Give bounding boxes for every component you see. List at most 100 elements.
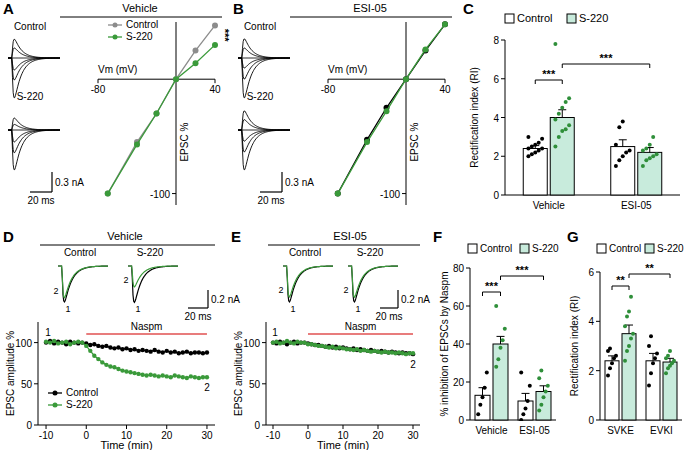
y-tick <box>501 78 505 79</box>
trace <box>348 266 398 302</box>
data-point <box>528 384 532 388</box>
y-tick-label: 20 <box>453 377 465 388</box>
trace <box>348 266 398 297</box>
error-bar-stem <box>562 110 563 118</box>
data-point <box>668 349 672 353</box>
point <box>156 374 160 378</box>
data-point <box>524 407 528 411</box>
legend-marker <box>53 391 58 396</box>
trace <box>238 130 290 170</box>
point <box>156 349 160 353</box>
error-bar-stem <box>622 140 623 147</box>
point <box>201 351 205 355</box>
legend-swatch <box>567 14 576 23</box>
data-point <box>546 384 550 388</box>
title-underline <box>60 17 222 18</box>
legend-entry: Control <box>468 243 512 254</box>
significance: *** <box>516 264 530 276</box>
plot-area <box>335 21 448 196</box>
significance-bracket <box>629 274 670 278</box>
data-point <box>631 332 635 336</box>
scale-bar <box>260 172 282 192</box>
point <box>152 373 156 377</box>
error-bar-cap <box>522 393 530 394</box>
drug-bar <box>86 333 207 335</box>
x-axis-label: Time (min) <box>100 439 152 450</box>
y-tick-label: 50 <box>249 379 261 390</box>
data-point <box>608 366 612 370</box>
y-tick-label: 6 <box>588 267 594 278</box>
scale-bar-label: 0.3 nA <box>55 177 84 188</box>
data-point <box>540 147 544 151</box>
plot-area <box>271 339 415 357</box>
series-line <box>46 341 207 378</box>
data-point <box>653 356 657 360</box>
bar <box>536 392 551 421</box>
y-tick-label: 80 <box>453 263 465 274</box>
point <box>72 340 76 344</box>
panel-title: ESI-05 <box>353 2 387 14</box>
data-point <box>526 154 530 158</box>
trace <box>283 266 333 302</box>
point <box>112 365 116 369</box>
sweep-label: 1 <box>65 304 70 314</box>
panel-title: Vehicle <box>122 2 157 14</box>
point <box>169 375 173 379</box>
point <box>68 342 72 346</box>
legend-marker <box>53 403 58 408</box>
trace <box>128 266 178 287</box>
data-point <box>503 327 507 331</box>
legend-swatch <box>505 14 514 23</box>
data-point <box>644 158 648 162</box>
data-point <box>530 145 534 149</box>
data-point <box>617 125 621 129</box>
title-underline <box>290 17 452 18</box>
category-label: Vehicle <box>533 200 566 211</box>
y-tick <box>501 195 505 196</box>
sweep-label: 1 <box>272 327 278 338</box>
bar <box>605 361 619 420</box>
scale-bar-label: 0.2 nA <box>211 294 240 305</box>
y-tick <box>34 425 38 426</box>
point <box>44 340 48 344</box>
error-bar-stem <box>482 388 483 396</box>
point <box>193 60 199 66</box>
data-point <box>647 344 651 348</box>
point <box>88 349 92 353</box>
data-point <box>629 295 633 299</box>
error-bar-stem <box>649 148 650 153</box>
point <box>96 344 100 348</box>
data-point <box>499 346 503 350</box>
point <box>335 191 341 197</box>
x-tick-label: 0 <box>83 430 89 441</box>
trace <box>238 39 290 58</box>
data-point <box>560 129 564 133</box>
point <box>92 354 96 358</box>
data-point <box>606 374 610 378</box>
plot-area <box>523 42 662 195</box>
legend-swatch <box>597 244 606 253</box>
y-tick-label: 50 <box>21 379 33 390</box>
data-point <box>617 158 621 162</box>
point <box>128 348 132 352</box>
point <box>108 345 112 349</box>
scale-bar-time <box>188 307 208 308</box>
x-tick-label: 40 <box>439 84 451 95</box>
point <box>212 22 218 28</box>
bracket <box>629 274 630 278</box>
y-tick-label: 2 <box>588 366 594 377</box>
x-tick <box>328 79 329 83</box>
y-tick-label: 6 <box>493 74 499 85</box>
sweep-label: 2 <box>53 286 58 296</box>
series-line <box>338 24 445 193</box>
drug-label: Naspm <box>345 321 377 332</box>
x-tick <box>86 425 87 429</box>
bar <box>638 152 662 195</box>
trace <box>283 266 333 297</box>
x-tick-label: -10 <box>39 430 54 441</box>
data-point <box>540 137 544 141</box>
data-point <box>641 164 645 168</box>
data-point <box>651 135 655 139</box>
data-point <box>624 150 628 154</box>
x-tick-label: 30 <box>407 430 419 441</box>
